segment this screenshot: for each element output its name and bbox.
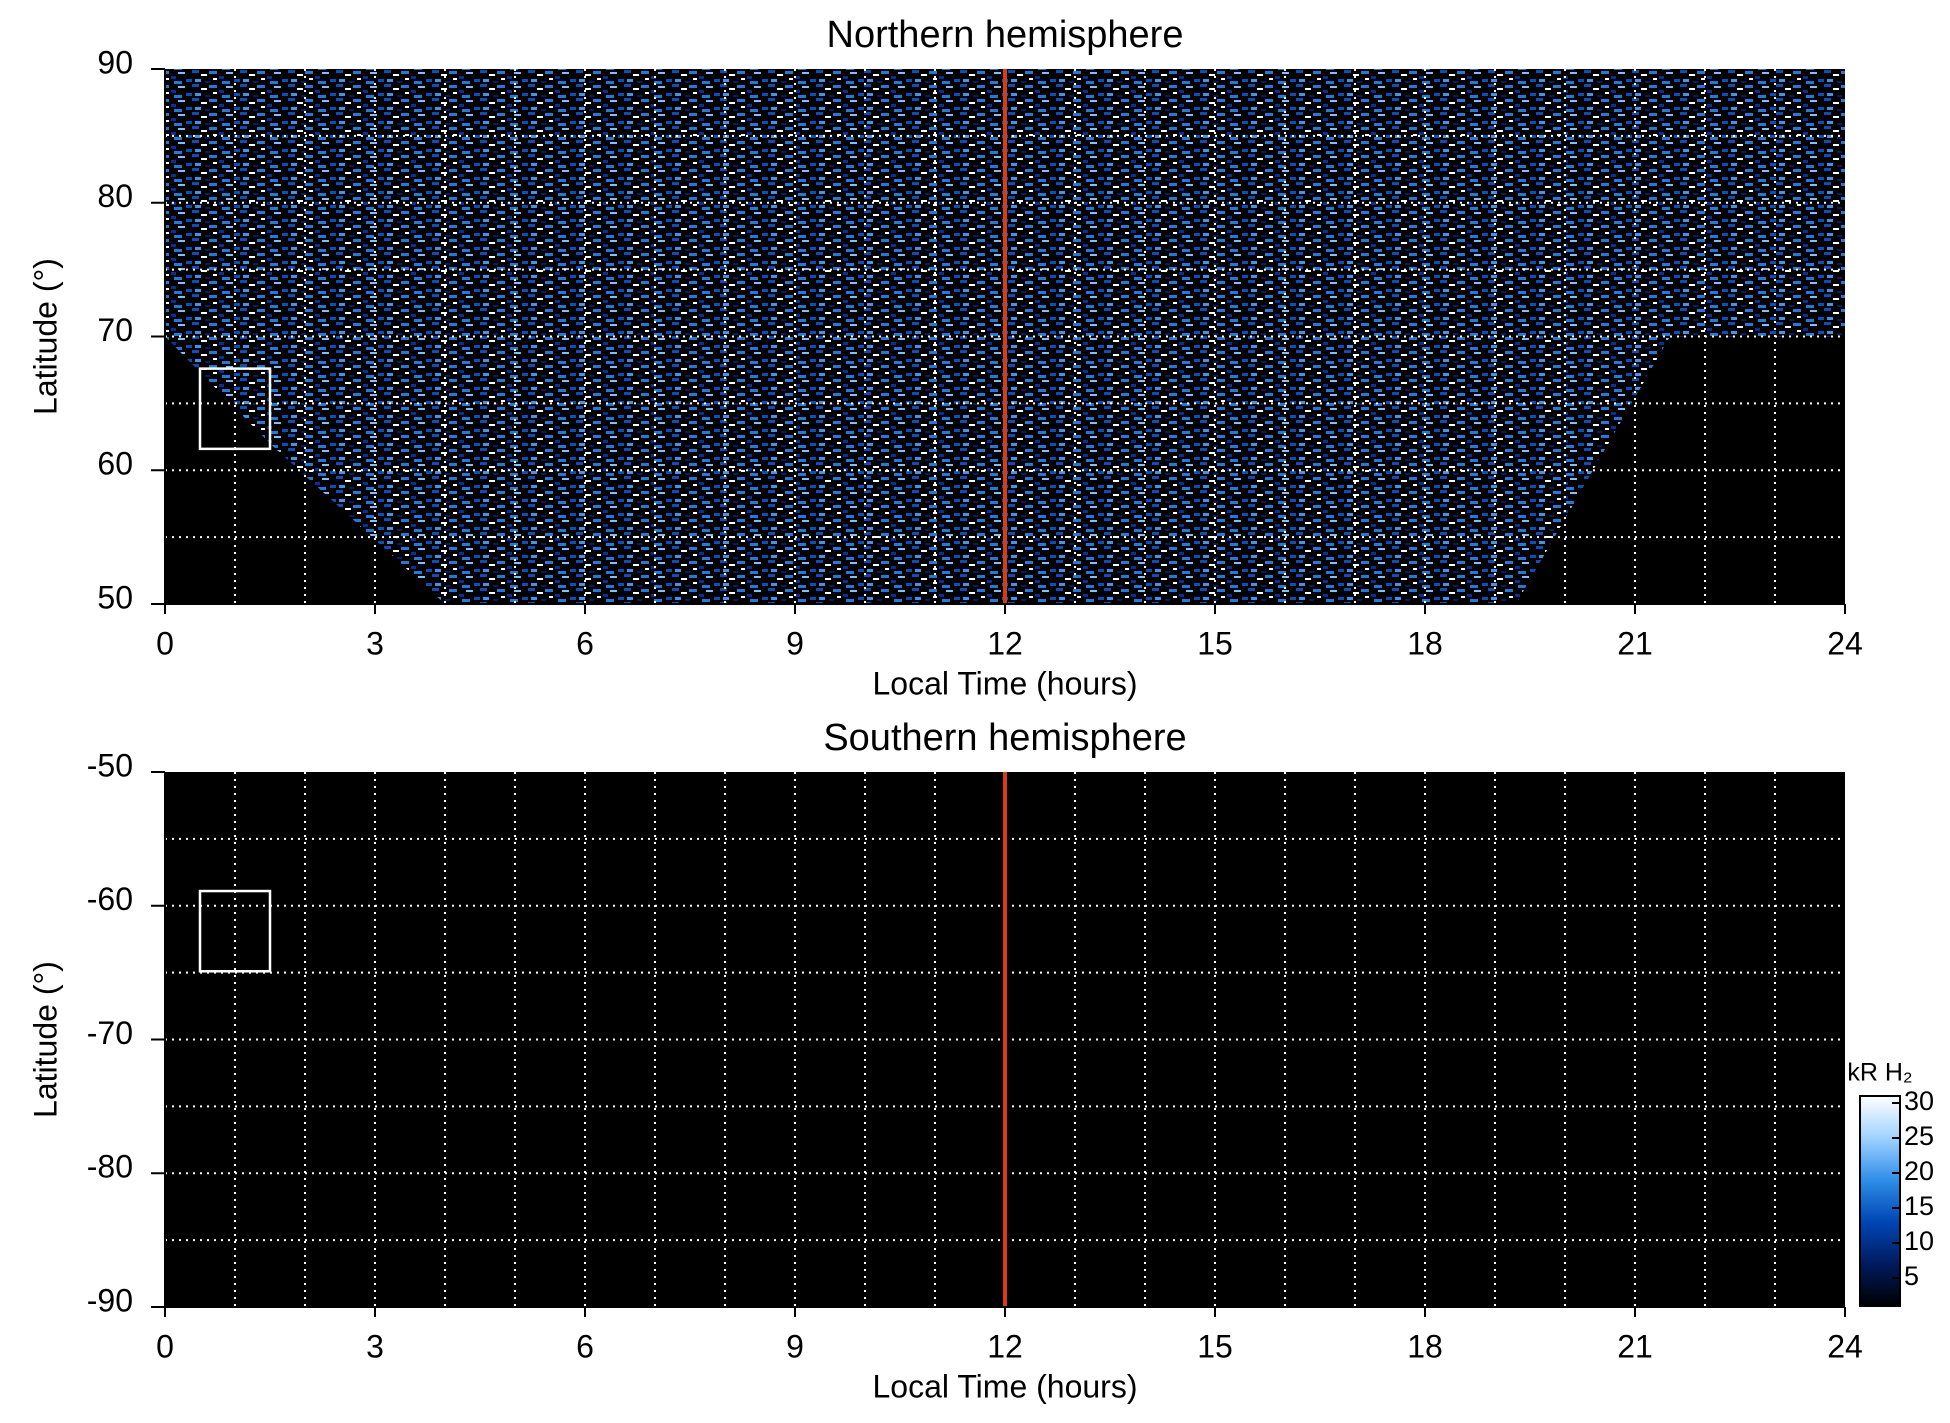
colorbar-label: kR H₂ — [1847, 1059, 1912, 1087]
colorbar-tick-label: 15 — [1904, 1191, 1934, 1221]
y-tick-label: -50 — [87, 747, 133, 783]
box — [198, 367, 272, 451]
y-tick-label: 50 — [97, 579, 133, 615]
x-tick-label: 15 — [1197, 625, 1233, 661]
x-tick-label: 3 — [366, 625, 384, 661]
x-tick-label: 3 — [366, 1328, 384, 1364]
x-tick-label: 0 — [156, 1328, 174, 1364]
x-tick-label: 21 — [1617, 1328, 1653, 1364]
x-tick-label: 18 — [1407, 1328, 1443, 1364]
y-tick-label: 60 — [97, 446, 133, 482]
x-axis-label: Local Time (hours) — [873, 1368, 1138, 1404]
x-tick-label: 12 — [987, 1328, 1023, 1364]
colorbar-tick-label: 20 — [1904, 1156, 1934, 1186]
y-axis-label: Latitude (°) — [27, 961, 63, 1118]
y-tick-label: 80 — [97, 178, 133, 214]
y-tick-label: 90 — [97, 44, 133, 80]
x-axis-label: Local Time (hours) — [873, 665, 1138, 701]
x-tick-label: 0 — [156, 625, 174, 661]
x-tick-label: 9 — [786, 625, 804, 661]
y-tick-label: 70 — [97, 312, 133, 348]
y-axis-label: Latitude (°) — [27, 258, 63, 415]
x-tick-label: 18 — [1407, 625, 1443, 661]
x-tick-label: 15 — [1197, 1328, 1233, 1364]
y-tick-label: -90 — [87, 1282, 133, 1318]
colorbar-tick-label: 30 — [1904, 1086, 1934, 1116]
colorbar-tick-label: 25 — [1904, 1121, 1934, 1151]
x-tick-label: 24 — [1827, 1328, 1863, 1364]
x-tick-label: 24 — [1827, 625, 1863, 661]
chart-title: Southern hemisphere — [823, 717, 1186, 759]
y-tick-label: -80 — [87, 1149, 133, 1185]
y-tick-label: -70 — [87, 1015, 133, 1051]
colorbar-tick-label: 10 — [1904, 1226, 1934, 1256]
x-tick-label: 9 — [786, 1328, 804, 1364]
chart-title: Northern hemisphere — [827, 14, 1184, 56]
x-tick-label: 12 — [987, 625, 1023, 661]
x-tick-label: 6 — [576, 1328, 594, 1364]
x-tick-label: 21 — [1617, 625, 1653, 661]
colorbar — [1859, 1095, 1901, 1307]
x-tick-label: 6 — [576, 625, 594, 661]
colorbar-tick-label: 5 — [1904, 1261, 1919, 1291]
box — [198, 889, 272, 973]
y-tick-label: -60 — [87, 881, 133, 917]
